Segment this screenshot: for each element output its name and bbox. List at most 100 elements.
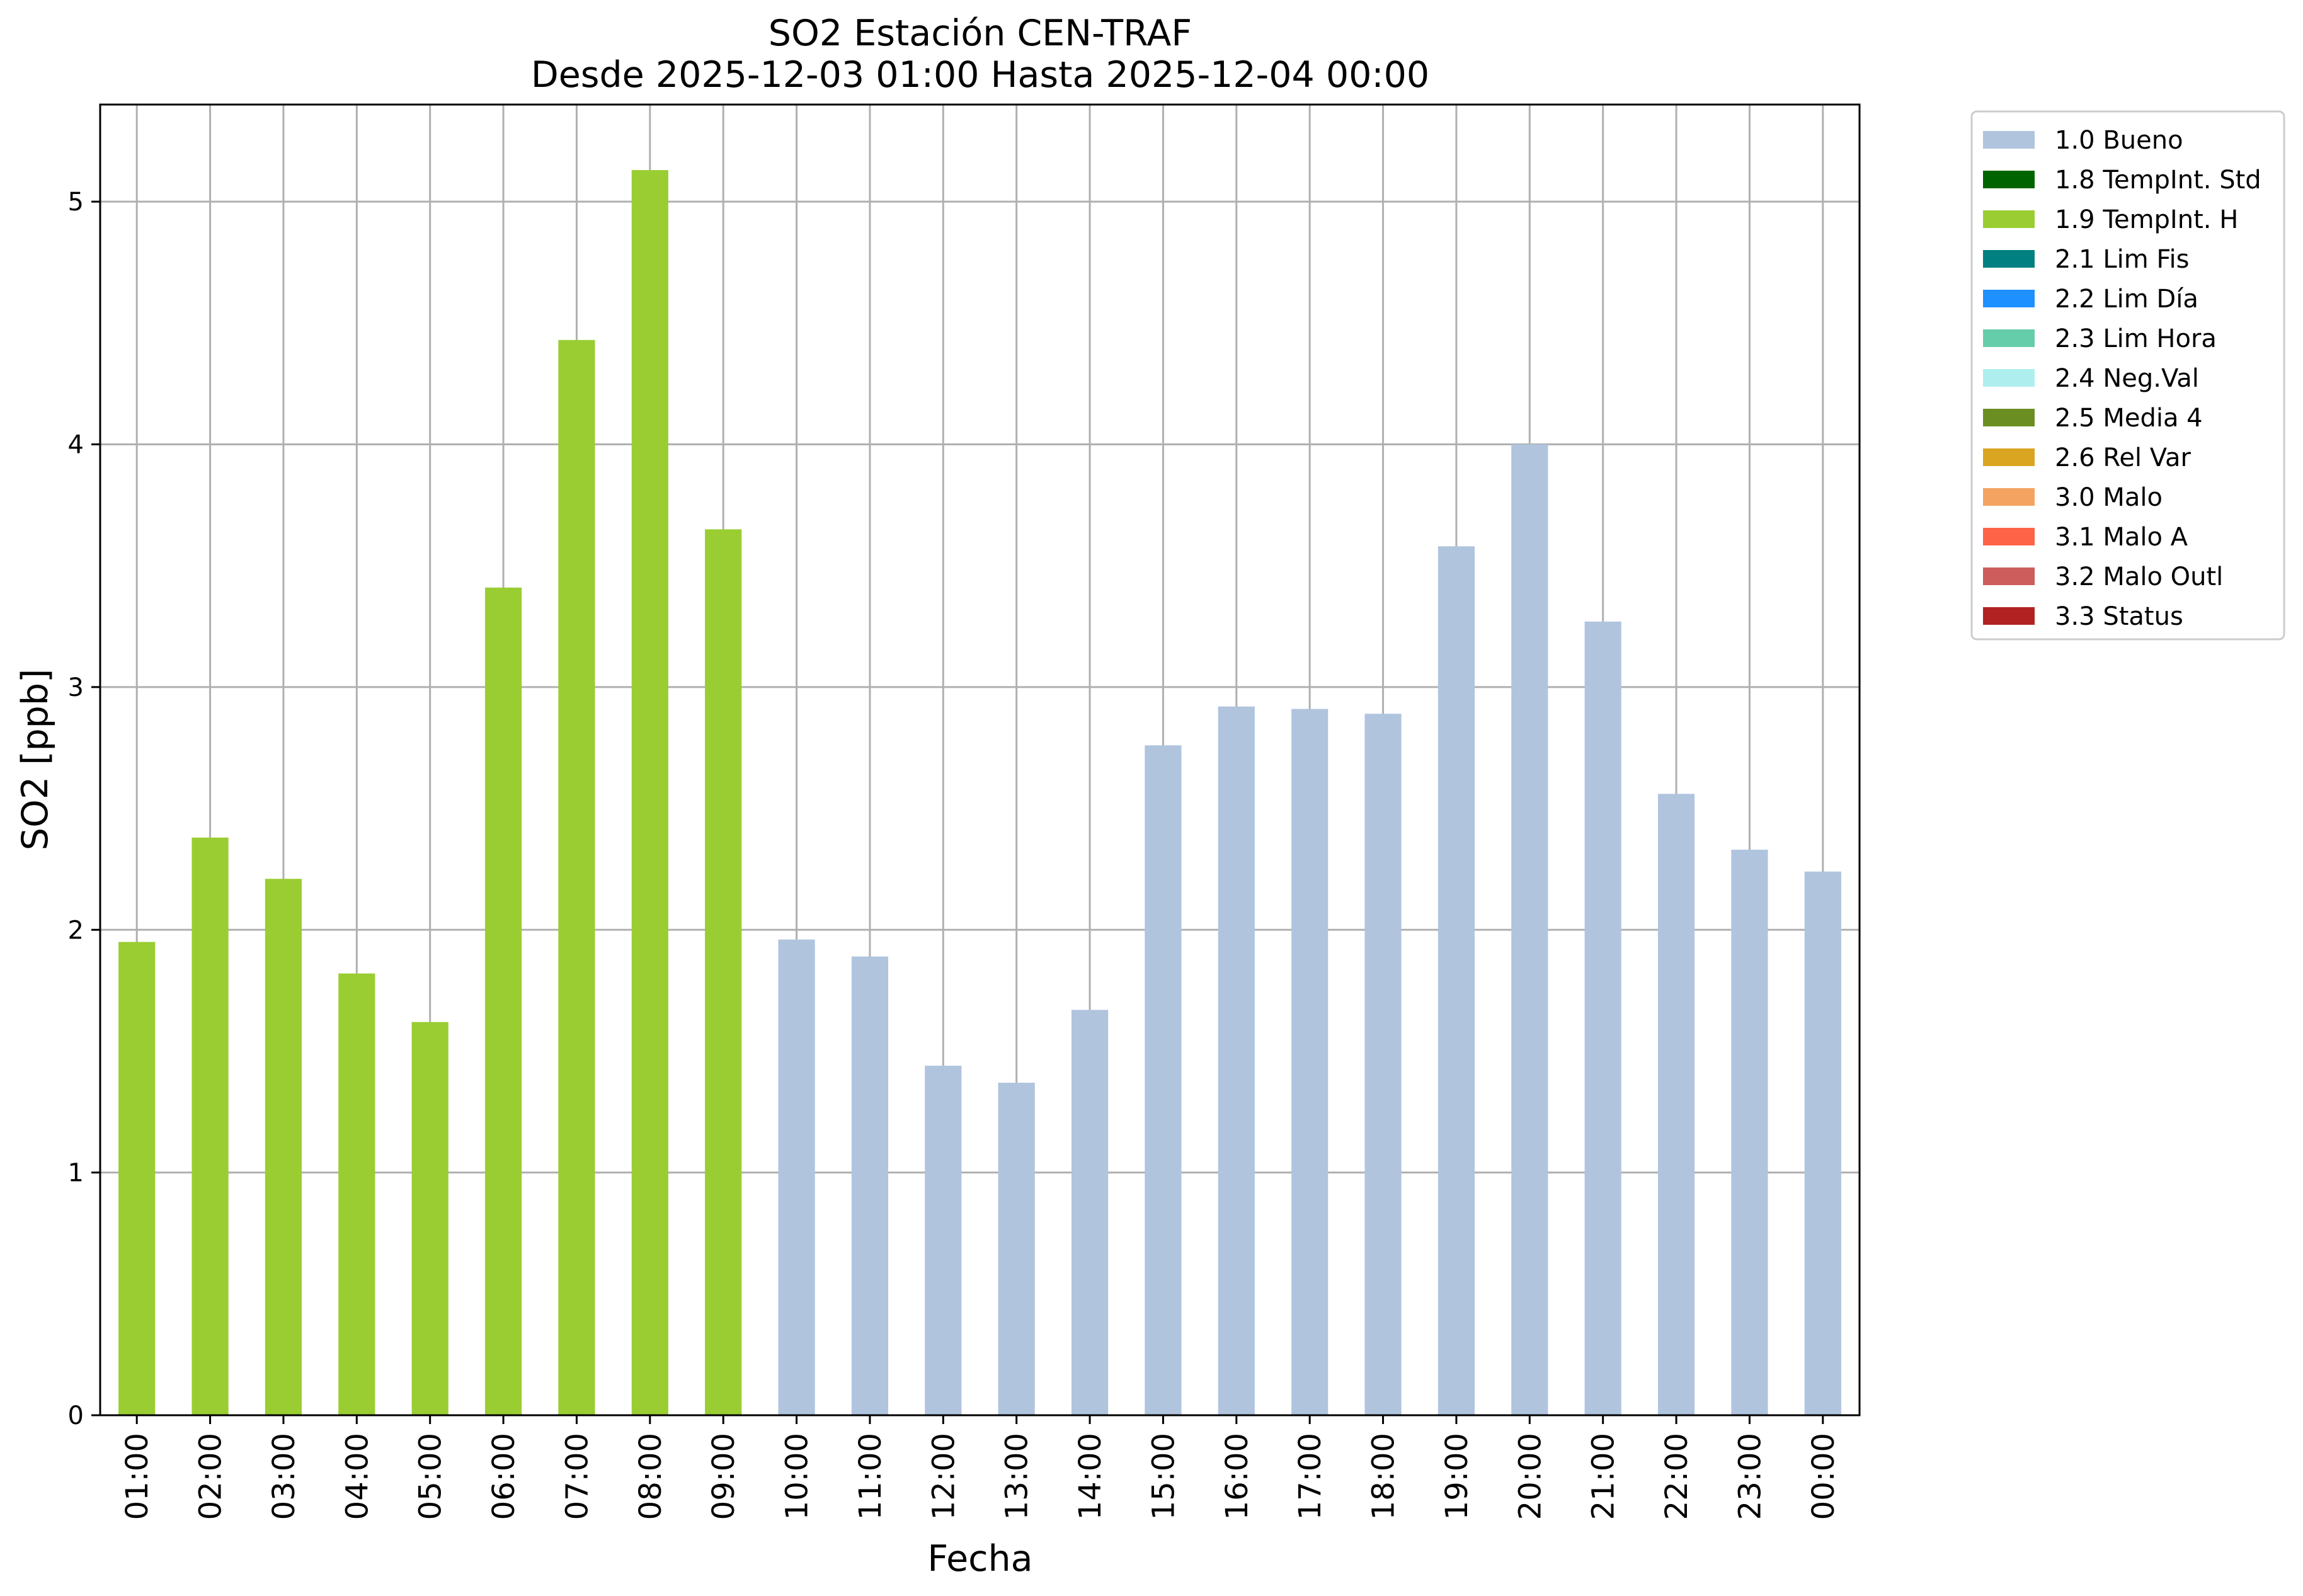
legend-label: 2.2 Lim Día — [2055, 285, 2198, 314]
x-axis-ticks: 01:00 02:00 03:00 04:00 05:00 06:00 07:00 08:00… — [120, 1415, 1841, 1520]
x-tick-label: 02:00 — [193, 1433, 229, 1520]
x-tick-label: 06:00 — [486, 1433, 522, 1520]
y-axis-label: SO2 [ppb] — [14, 669, 56, 850]
x-tick-label: 11:00 — [853, 1433, 888, 1520]
legend-item: 3.2 Malo Outl — [1983, 562, 2223, 591]
bar — [338, 973, 375, 1415]
legend-swatch — [1983, 329, 2035, 347]
legend-swatch — [1983, 488, 2035, 506]
bar — [265, 879, 302, 1415]
bar — [631, 170, 668, 1415]
legend-label: 3.1 Malo A — [2055, 523, 2188, 552]
chart-subtitle: Desde 2025-12-03 01:00 Hasta 2025-12-04 … — [531, 54, 1429, 96]
bar — [118, 942, 156, 1415]
x-tick-label: 14:00 — [1073, 1433, 1108, 1520]
x-tick-label: 21:00 — [1586, 1433, 1621, 1520]
legend-swatch — [1983, 369, 2035, 387]
x-tick-label: 03:00 — [266, 1433, 302, 1520]
x-tick-label: 00:00 — [1806, 1433, 1841, 1520]
bar — [1437, 546, 1475, 1416]
x-tick-label: 16:00 — [1220, 1433, 1255, 1520]
bar — [411, 1022, 449, 1415]
legend-item: 2.3 Lim Hora — [1983, 324, 2217, 353]
x-tick-label: 09:00 — [706, 1433, 741, 1520]
legend-label: 2.1 Lim Fis — [2055, 245, 2189, 274]
legend-item: 2.4 Neg.Val — [1983, 364, 2199, 393]
legend-label: 2.4 Neg.Val — [2055, 364, 2199, 393]
bar — [778, 939, 815, 1415]
legend-label: 1.0 Bueno — [2055, 126, 2183, 155]
x-tick-label: 18:00 — [1366, 1433, 1402, 1520]
x-axis-label: Fecha — [927, 1538, 1032, 1580]
legend-swatch — [1983, 567, 2035, 585]
x-tick-label: 04:00 — [340, 1433, 375, 1520]
bar — [558, 339, 595, 1415]
legend-swatch — [1983, 210, 2035, 228]
legend-label: 2.6 Rel Var — [2055, 443, 2192, 472]
legend-swatch — [1983, 131, 2035, 149]
x-tick-label: 05:00 — [413, 1433, 449, 1520]
legend-label: 3.2 Malo Outl — [2055, 562, 2223, 591]
bar — [1071, 1010, 1109, 1415]
y-tick-label: 4 — [68, 431, 84, 460]
legend-item: 3.0 Malo — [1983, 483, 2163, 512]
legend-item: 3.1 Malo A — [1983, 523, 2188, 552]
x-tick-label: 12:00 — [926, 1433, 961, 1520]
bar — [925, 1066, 962, 1415]
legend-swatch — [1983, 528, 2035, 545]
legend-label: 2.5 Media 4 — [2055, 404, 2203, 433]
bar — [1511, 444, 1548, 1415]
legend-item: 2.6 Rel Var — [1983, 443, 2192, 472]
bar — [1218, 706, 1255, 1415]
x-tick-label: 01:00 — [120, 1433, 155, 1520]
bar — [851, 956, 889, 1415]
legend-items: 1.0 Bueno 1.8 TempInt. Std 1.9 TempInt. H 2… — [1983, 126, 2261, 631]
bar — [484, 587, 522, 1416]
x-tick-label: 07:00 — [559, 1433, 595, 1520]
bar — [1584, 621, 1621, 1415]
x-tick-label: 10:00 — [780, 1433, 815, 1520]
legend-swatch — [1983, 290, 2035, 307]
legend-item: 2.1 Lim Fis — [1983, 245, 2189, 274]
legend-swatch — [1983, 409, 2035, 426]
plot-frame — [99, 103, 1861, 1416]
legend-item: 2.2 Lim Día — [1983, 285, 2198, 314]
legend-item: 1.0 Bueno — [1983, 126, 2183, 155]
legend-item: 1.9 TempInt. H — [1983, 205, 2238, 234]
bar — [705, 529, 742, 1415]
legend-swatch — [1983, 448, 2035, 466]
bar — [1731, 850, 1768, 1415]
x-tick-label: 15:00 — [1146, 1433, 1181, 1520]
legend: 1.0 Bueno 1.8 TempInt. Std 1.9 TempInt. H 2… — [1970, 110, 2285, 641]
legend-label: 1.9 TempInt. H — [2055, 205, 2238, 234]
bar — [1291, 709, 1329, 1415]
legend-item: 3.3 Status — [1983, 602, 2183, 631]
x-tick-label: 17:00 — [1293, 1433, 1328, 1520]
bar — [1364, 714, 1402, 1415]
x-tick-label: 22:00 — [1659, 1433, 1694, 1520]
bar — [998, 1083, 1035, 1415]
legend-label: 2.3 Lim Hora — [2055, 324, 2217, 353]
x-tick-label: 08:00 — [633, 1433, 668, 1520]
y-tick-label: 0 — [68, 1401, 84, 1430]
x-tick-label: 23:00 — [1732, 1433, 1768, 1520]
x-tick-label: 20:00 — [1512, 1433, 1548, 1520]
bars — [118, 170, 1841, 1416]
y-tick-label: 3 — [68, 673, 84, 702]
y-tick-label: 2 — [68, 916, 84, 945]
x-tick-label: 13:00 — [1000, 1433, 1035, 1520]
legend-swatch — [1983, 171, 2035, 188]
legend-swatch — [1983, 607, 2035, 625]
x-tick-label: 19:00 — [1439, 1433, 1475, 1520]
legend-label: 1.8 TempInt. Std — [2055, 166, 2261, 195]
legend-frame — [1970, 110, 2285, 641]
bar — [1145, 745, 1182, 1415]
legend-label: 3.0 Malo — [2055, 483, 2163, 512]
bar — [1804, 871, 1841, 1415]
chart-title: SO2 Estación CEN-TRAF — [769, 13, 1192, 54]
legend-item: 2.5 Media 4 — [1983, 404, 2203, 433]
legend-swatch — [1983, 250, 2035, 268]
y-tick-label: 5 — [68, 188, 84, 217]
y-axis-ticks: 0 1 2 3 4 5 — [68, 188, 100, 1430]
